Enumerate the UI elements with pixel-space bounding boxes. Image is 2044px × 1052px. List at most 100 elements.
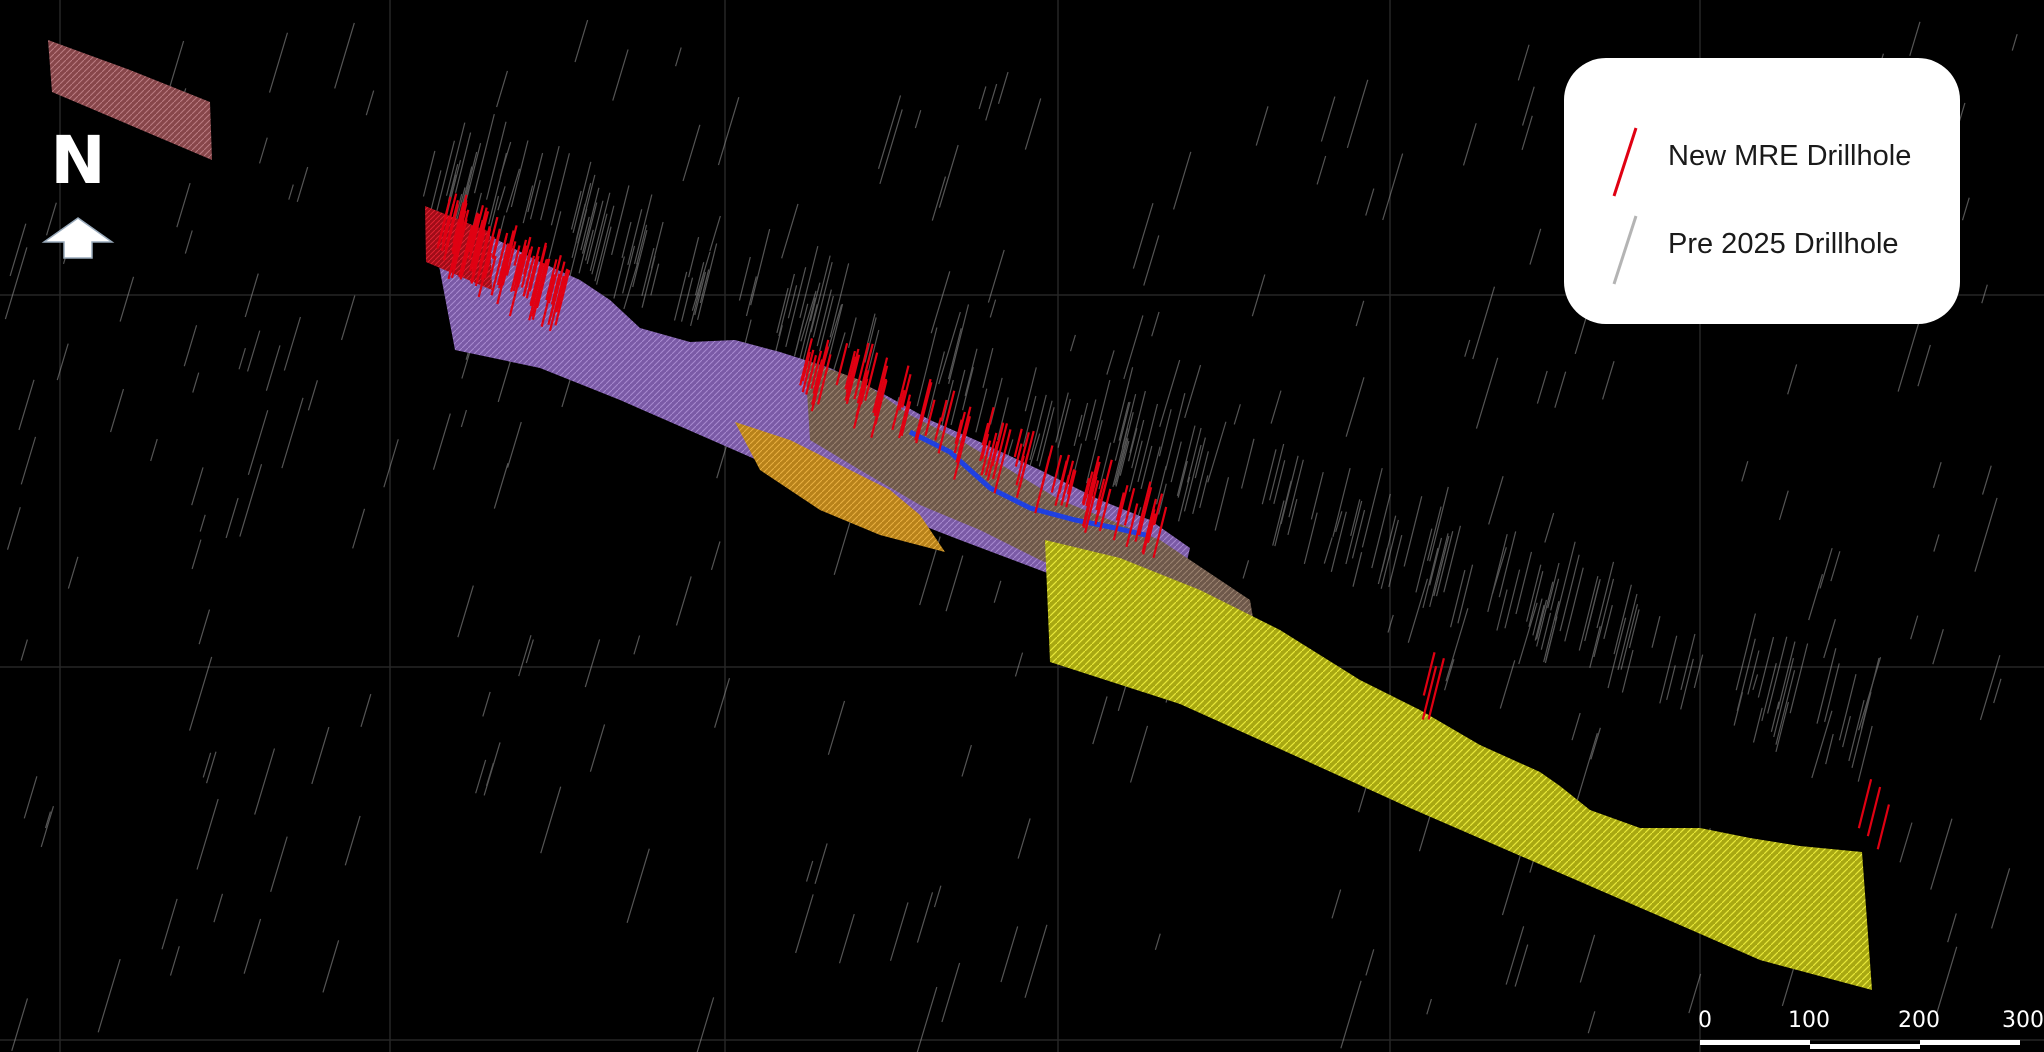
pre-2025-drillhole	[1981, 465, 1992, 495]
new-mre-drillhole	[914, 378, 932, 441]
pre-2025-drillhole	[776, 287, 789, 334]
pre-2025-drillhole	[1757, 636, 1775, 698]
pre-2025-drillhole	[1811, 710, 1833, 779]
pre-2025-drillhole	[982, 347, 994, 388]
new-mre-drillhole	[1422, 652, 1436, 696]
orange-domain	[735, 422, 945, 552]
pre-2025-drillhole	[1192, 451, 1209, 515]
new-mre-drillhole	[846, 362, 858, 397]
pre-2025-drillhole	[225, 497, 239, 539]
pre-2025-drillhole	[1909, 21, 1921, 56]
north-label: N	[50, 122, 106, 199]
pre-2025-drillhole	[1024, 98, 1042, 150]
pre-2025-drillhole	[1118, 401, 1130, 441]
pre-2025-drillhole	[1564, 567, 1584, 642]
new-mre-drillhole	[460, 212, 479, 276]
new-mre-drillhole	[986, 441, 999, 481]
pre-2025-drillhole	[1544, 512, 1555, 543]
new-mre-drillhole	[1112, 485, 1129, 541]
new-mre-drillhole	[1146, 513, 1157, 543]
pre-2025-drillhole	[1554, 541, 1576, 621]
pre-2025-drillhole	[11, 998, 29, 1051]
pre-2025-drillhole	[1536, 581, 1554, 647]
pre-2025-drillhole	[805, 860, 814, 882]
pre-2025-drillhole	[550, 153, 570, 226]
pre-2025-drillhole	[1199, 475, 1209, 508]
pre-2025-drillhole	[682, 124, 701, 182]
pre-2025-drillhole	[847, 317, 857, 348]
pre-2025-drillhole	[1601, 360, 1615, 400]
new-mre-drillhole	[505, 241, 517, 276]
pre-2025-drillhole	[1499, 660, 1516, 709]
pre-2025-drillhole	[595, 226, 612, 285]
new-mre-drillhole	[954, 419, 963, 445]
pre-2025-drillhole	[20, 639, 28, 661]
new-mre-drillhole	[901, 373, 912, 408]
pre-2025-drillhole	[1462, 123, 1477, 166]
pre-2025-drillhole	[432, 413, 451, 470]
new-mre-drillhole	[442, 203, 459, 261]
new-mre-drillhole	[801, 351, 811, 382]
pre-2025-drillhole	[1098, 442, 1112, 490]
pre-2025-drillhole	[809, 282, 821, 321]
new-mre-drillhole	[1125, 503, 1139, 548]
new-mre-drillhole	[805, 354, 818, 395]
pre-2025-drillhole	[1177, 476, 1191, 522]
pre-2025-drillhole	[1114, 401, 1131, 461]
pre-2025-drillhole	[119, 276, 135, 322]
pre-2025-drillhole	[1752, 707, 1763, 743]
pre-2025-drillhole	[1554, 371, 1567, 408]
pre-2025-drillhole	[938, 144, 959, 208]
pre-2025-drillhole	[473, 114, 495, 194]
pre-2025-drillhole	[246, 330, 261, 372]
pre-2025-drillhole	[993, 580, 1002, 603]
new-mre-drillhole	[452, 204, 467, 253]
pre-2025-drillhole	[961, 366, 974, 411]
new-mre-drillhole	[1015, 455, 1025, 486]
pre-2025-drillhole	[1127, 427, 1138, 462]
pre-2025-drillhole	[383, 439, 399, 488]
pre-2025-drillhole	[987, 249, 1005, 303]
pre-2025-drillhole	[623, 262, 639, 310]
new-mre-drillhole	[470, 207, 488, 268]
new-mre-drillhole	[1153, 493, 1164, 526]
pre-2025-drillhole	[1521, 115, 1533, 151]
pre-2025-drillhole	[1819, 547, 1833, 589]
new-mre-drillhole	[1123, 487, 1136, 526]
yellow-domain	[1045, 540, 1872, 990]
new-mre-drillhole	[1065, 470, 1077, 508]
pre-2025-drillhole	[1496, 589, 1508, 631]
pre-2025-drillhole	[1472, 286, 1496, 360]
pre-2025-drillhole	[1036, 400, 1053, 462]
pre-2025-drillhole	[460, 409, 468, 428]
pre-2025-drillhole	[1186, 427, 1202, 483]
pre-2025-drillhole	[1613, 584, 1632, 655]
pre-2025-drillhole	[930, 271, 951, 334]
pre-2025-drillhole	[948, 304, 970, 384]
pre-2025-drillhole	[1407, 578, 1429, 643]
legend-label-new-mre: New MRE Drillhole	[1668, 140, 1912, 172]
pre-2025-drillhole	[717, 96, 740, 166]
pre-2025-drillhole	[1536, 599, 1548, 640]
pre-2025-drillhole	[650, 221, 664, 269]
pre-2025-drillhole	[1515, 551, 1533, 615]
pre-2025-drillhole	[1137, 403, 1159, 483]
pre-2025-drillhole	[1823, 619, 1836, 659]
pre-2025-drillhole	[296, 166, 309, 203]
new-mre-drillhole	[497, 236, 508, 269]
pre-2025-drillhole	[641, 247, 655, 297]
pre-2025-drillhole	[945, 555, 964, 612]
pre-2025-drillhole	[1233, 404, 1241, 425]
pre-2025-drillhole	[1345, 377, 1365, 437]
new-mre-drillhole	[1427, 658, 1445, 720]
pre-2025-drillhole	[1607, 617, 1627, 689]
pre-2025-drillhole	[1140, 445, 1153, 489]
pre-2025-drillhole	[675, 47, 682, 67]
pre-2025-drillhole	[1848, 699, 1865, 762]
pre-2025-drillhole	[1426, 506, 1442, 561]
pre-2025-drillhole	[1621, 649, 1634, 693]
pre-2025-drillhole	[1172, 151, 1192, 210]
pre-2025-drillhole	[1991, 868, 2011, 929]
pre-2025-drillhole	[540, 786, 562, 854]
